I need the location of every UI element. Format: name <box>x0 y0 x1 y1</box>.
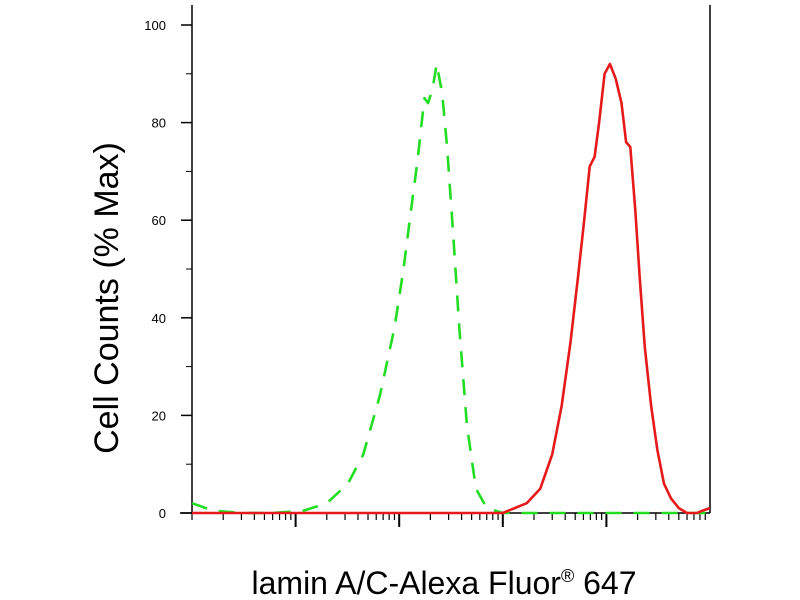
y-axis-tick-labels: 0 20 40 60 80 100 <box>144 18 166 521</box>
y-tick-label: 60 <box>152 213 166 228</box>
x-axis-title-tail: 647 <box>574 565 636 600</box>
y-tick-label: 40 <box>152 311 166 326</box>
isotype-control-curve <box>191 62 710 515</box>
series-layer <box>191 62 711 515</box>
y-axis-ticks <box>181 24 192 514</box>
x-axis-title-registered-mark: ® <box>561 566 574 586</box>
y-tick-label: 80 <box>152 116 166 131</box>
y-axis-title: Cell Counts (% Max) <box>88 142 126 454</box>
x-axis-ticks <box>191 513 706 527</box>
y-tick-label: 20 <box>152 408 166 423</box>
x-axis-title-main: lamin A/C-Alexa Fluor <box>252 565 562 600</box>
x-axis-title: lamin A/C-Alexa Fluor® 647 <box>252 565 637 600</box>
y-tick-label: 0 <box>159 506 166 521</box>
y-tick-label: 100 <box>144 18 166 33</box>
sample-curve <box>192 62 711 515</box>
